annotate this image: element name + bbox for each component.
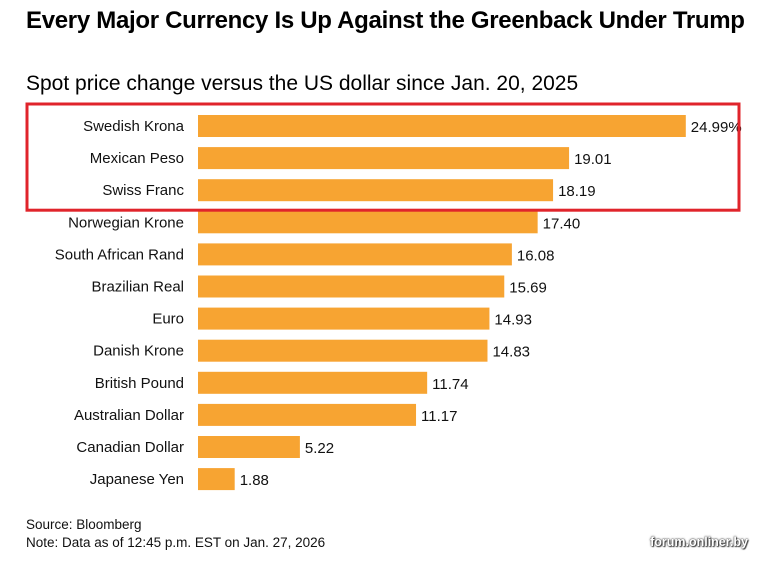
source-note: Source: Bloomberg xyxy=(26,517,142,532)
bar xyxy=(198,115,686,137)
category-label: Euro xyxy=(152,311,184,328)
value-label: 14.83 xyxy=(492,344,530,361)
bar xyxy=(198,243,512,266)
category-label: Swiss Franc xyxy=(102,182,184,199)
bar xyxy=(198,436,300,458)
value-label: 15.69 xyxy=(509,280,547,297)
highlight-box xyxy=(25,102,741,212)
category-label: Danish Krone xyxy=(93,343,184,360)
category-label: Brazilian Real xyxy=(91,279,184,296)
category-label: British Pound xyxy=(95,375,184,392)
value-label: 18.19 xyxy=(558,183,596,200)
watermark: forum.onliner.by xyxy=(650,535,748,549)
value-label: 1.88 xyxy=(240,472,269,489)
bar xyxy=(198,468,235,491)
category-label: Australian Dollar xyxy=(74,407,184,424)
value-label: 16.08 xyxy=(517,247,555,264)
bar xyxy=(198,371,428,394)
category-label: South African Rand xyxy=(55,246,184,263)
bar xyxy=(198,211,538,234)
category-label: Swedish Krona xyxy=(83,118,185,135)
value-label: 14.93 xyxy=(494,312,532,329)
value-label: 24.99% xyxy=(691,119,742,136)
bar xyxy=(198,307,490,330)
data-note: Note: Data as of 12:45 p.m. EST on Jan. … xyxy=(26,535,326,550)
category-label: Canadian Dollar xyxy=(76,439,184,456)
category-label: Japanese Yen xyxy=(90,471,184,488)
bar xyxy=(198,339,488,362)
category-label: Mexican Peso xyxy=(90,150,184,167)
bar xyxy=(198,179,554,202)
chart-title: Every Major Currency Is Up Against the G… xyxy=(26,7,745,34)
value-label: 5.22 xyxy=(305,440,334,457)
bar xyxy=(198,403,417,426)
chart-subtitle: Spot price change versus the US dollar s… xyxy=(26,72,579,95)
bar xyxy=(198,275,505,298)
category-label: Norwegian Krone xyxy=(68,214,184,231)
value-label: 11.17 xyxy=(421,408,457,425)
value-label: 17.40 xyxy=(543,215,581,232)
value-label: 19.01 xyxy=(574,151,612,168)
bar xyxy=(198,147,570,170)
value-label: 11.74 xyxy=(432,376,468,393)
